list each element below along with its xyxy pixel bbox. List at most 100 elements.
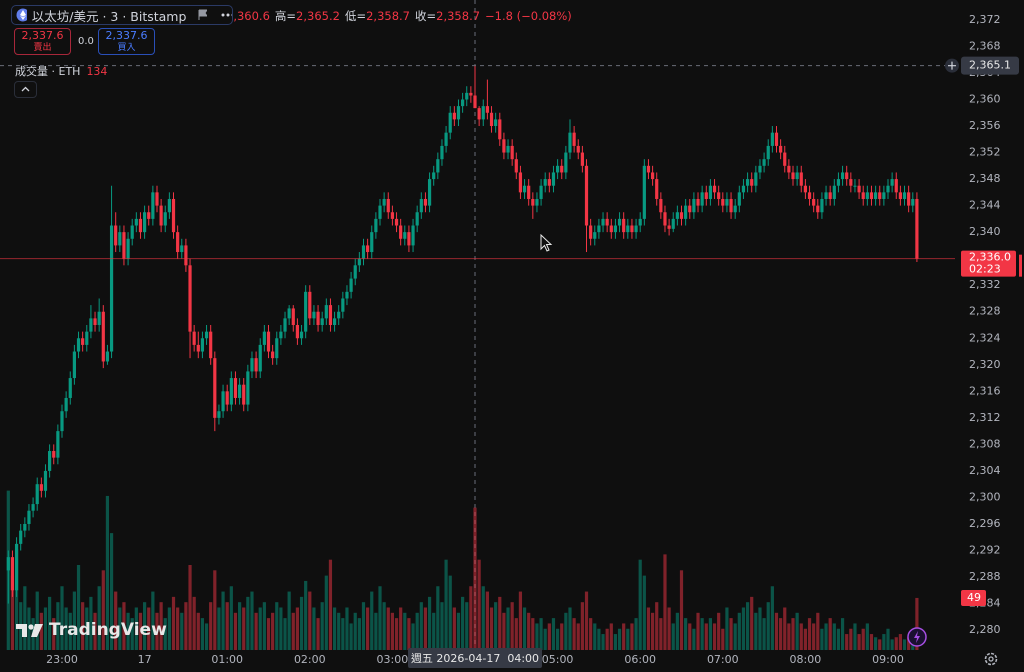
volume-bar (345, 607, 349, 650)
candle-body (461, 99, 465, 107)
candle-body (176, 232, 180, 253)
candle-body (721, 198, 725, 206)
volume-bar (43, 607, 48, 650)
volume-bar (807, 618, 812, 650)
volume-bar (605, 628, 609, 650)
candle-body (754, 172, 758, 186)
candle-body (898, 192, 902, 199)
volume-bar (543, 628, 547, 650)
volume-bar (341, 618, 345, 650)
alert-icon[interactable] (906, 626, 928, 648)
volume-bar (849, 628, 853, 650)
candle-body (320, 318, 324, 325)
candle-body (626, 225, 630, 233)
candle-body (560, 165, 564, 173)
volume-bar (52, 618, 56, 650)
candle-body (304, 291, 308, 332)
flag-icon[interactable] (197, 9, 207, 21)
candle-body (122, 232, 126, 259)
volume-bar (898, 634, 902, 650)
candle-body (902, 192, 907, 199)
candle-body (341, 298, 345, 312)
candle-body (312, 311, 316, 319)
volume-bar (134, 607, 138, 650)
volume-bar (725, 607, 729, 650)
volume-bar (415, 612, 419, 650)
candle-body (283, 318, 287, 332)
volume-bar (337, 612, 341, 650)
volume-bar (122, 602, 126, 650)
more-icon[interactable] (220, 12, 232, 18)
candle-body (68, 378, 72, 398)
volume-bar (394, 618, 399, 650)
volume-bar (816, 612, 820, 650)
candle-body (432, 172, 436, 180)
volume-bar (556, 628, 560, 650)
y-tick-label: 2,292 (969, 544, 1001, 557)
volume-bar (634, 618, 638, 650)
volume-bar (560, 623, 564, 650)
legend-value: 2,365.2 (296, 9, 340, 23)
legend-key: 低= (344, 9, 367, 23)
y-tick-label: 2,332 (969, 278, 1001, 291)
sell-button[interactable]: 2,337.6 賣出 (14, 28, 71, 55)
volume-bar (902, 639, 907, 650)
volume-bar (522, 607, 527, 650)
volume-bar (221, 591, 225, 650)
volume-bar (770, 586, 774, 650)
volume-bar (283, 618, 287, 650)
collapse-button[interactable] (14, 81, 37, 98)
volume-bar (192, 596, 196, 650)
candle-body (444, 132, 448, 146)
volume-bar (349, 623, 353, 650)
buy-button[interactable]: 2,337.6 買入 (98, 28, 155, 55)
volume-bar (312, 607, 316, 650)
candle-body (547, 179, 551, 186)
candle-body (816, 205, 820, 213)
candle-body (696, 198, 700, 206)
y-tick-label: 2,348 (969, 172, 1001, 185)
volume-bar (432, 612, 436, 650)
add-alert-plus (948, 61, 956, 70)
candle-body (287, 308, 291, 319)
settings-icon[interactable] (983, 651, 999, 667)
volume-bar (48, 596, 52, 650)
candle-body (733, 205, 737, 213)
candle-body (188, 265, 192, 332)
candle-body (832, 185, 836, 199)
candle-body (246, 371, 250, 405)
candle-body (279, 331, 283, 339)
candle-body (675, 212, 679, 219)
candle-body (770, 132, 774, 146)
candle-body (882, 192, 886, 199)
symbol-pill[interactable]: 以太坊/美元 · 3 · Bitstamp (11, 5, 233, 25)
candle-body (456, 106, 461, 120)
volume-legend: 成交量 · ETH 134 (15, 63, 107, 79)
volume-bar (465, 602, 469, 650)
candle-body (419, 198, 423, 213)
candle-body (299, 331, 304, 339)
candle-body (725, 198, 729, 206)
candle-body (266, 331, 271, 352)
candle-body (423, 198, 428, 206)
x-tick-label: 05:00 (542, 653, 574, 666)
volume-bar (250, 591, 254, 650)
candle-body (180, 245, 184, 253)
crosshair-price-box (961, 56, 1019, 75)
candle-body (886, 185, 890, 193)
volume-bar (626, 628, 630, 650)
candle-body (828, 192, 832, 199)
candle-body (518, 172, 523, 193)
x-tick-label: 17 (138, 653, 152, 666)
candle-body (64, 397, 68, 412)
crosshair-price-label: 2,365.1 (969, 59, 1011, 72)
candle-body (250, 358, 254, 372)
volume-bar (576, 623, 580, 650)
candle-body (204, 331, 209, 339)
candle-body (597, 225, 601, 233)
y-tick-label: 2,280 (969, 623, 1001, 636)
volume-bar (448, 575, 452, 650)
candle-body (337, 311, 341, 319)
candle-body (130, 225, 134, 239)
x-tick-label: 08:00 (790, 653, 822, 666)
